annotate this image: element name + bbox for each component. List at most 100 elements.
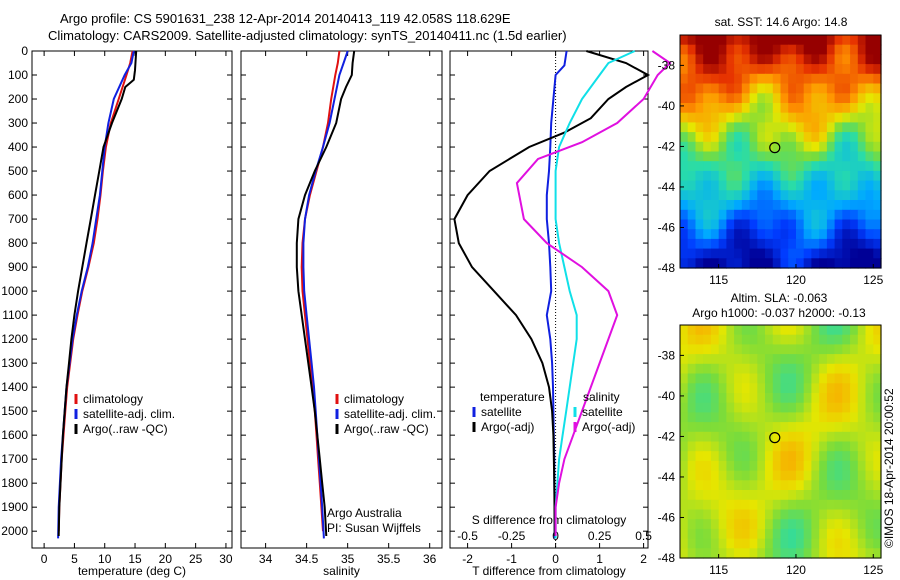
sla-map-cell [811,470,820,481]
sst-map-cell [749,170,758,182]
sla-map-cell [873,393,882,404]
sst-map-cell [780,209,789,221]
sla-map-cell [695,509,704,520]
sla-map-cell [796,383,805,394]
sla-map-cell [772,325,782,336]
sla-map-cell [780,354,789,365]
difference-salinity-legend-label: Argo(-adj) [582,420,635,434]
sla-map-cell [850,334,859,345]
sla-map-cell [695,363,704,375]
sst-map-cell [857,170,867,182]
sst-map-cell [826,93,836,104]
sst-map-cell [796,103,805,114]
sla-map-cell [826,412,836,423]
sla-map-cell [695,548,704,559]
sst-map-cell [780,238,789,250]
sla-map-cell [780,470,789,481]
sst-map-cell [865,64,874,75]
sla-map-cell [788,441,797,452]
sla-map-cell [826,519,836,530]
sla-map-cell [680,344,689,355]
temperature-ytick-label: 600 [8,188,28,202]
sla-map-cell [772,412,782,423]
sst-map-cell [873,151,882,162]
sla-map-cell [757,548,766,559]
sla-map-cell [796,548,805,559]
temperature-ytick-label: 700 [8,212,28,226]
sla-map-cell [842,334,851,345]
sst-map-ytick-label: -40 [658,99,676,113]
sla-map-cell [857,344,867,355]
sst-map-cell [811,229,820,240]
sst-map-cell [788,35,797,46]
sst-map-cell [826,44,836,55]
sla-map-cell [873,402,882,413]
sla-map-cell [796,490,805,501]
sst-map-cell [741,103,751,114]
sst-map-cell [850,122,859,133]
sst-map-cell [865,200,874,211]
sla-map-cell [850,470,859,481]
sst-map-cell [857,112,867,123]
sla-map-cell [687,451,696,462]
sst-map-cell [796,54,805,65]
sla-map-cell [741,354,751,365]
sst-map-cell [819,141,828,153]
sst-map-cell [796,180,805,191]
sla-map-cell [772,460,782,472]
difference-salinity-series-line [515,50,672,536]
sst-map-cell [765,122,774,133]
sla-map-cell [695,412,704,423]
sla-map-cell [710,422,720,433]
salinity-xtick-label: 36 [423,552,437,566]
sla-map-cell [734,509,743,520]
temperature-ytick-label: 1000 [1,284,28,298]
sst-map-cell [703,132,712,143]
sla-map-cell [826,325,836,336]
sst-map-cell [834,200,843,211]
sst-map-cell [803,64,812,75]
sla-map-cell [703,363,712,375]
sst-map-cell [710,180,720,191]
sst-map-cell [718,44,727,55]
difference-xtick-label: -2 [462,552,473,566]
temperature-ytick-label: 400 [8,140,28,154]
sla-map-cell [703,402,712,413]
sst-map-cell [826,209,836,221]
sst-map-cell [680,112,689,123]
sst-map-cell [842,35,851,46]
sst-map-cell [826,122,836,133]
sst-map-cell [780,93,789,104]
sla-map-cell [710,334,720,345]
sst-map-cell [734,64,743,75]
sla-map-cell [826,460,836,472]
sla-map-cell [734,422,743,433]
sla-map-cell [734,548,743,559]
sla-map-cell [873,509,882,520]
sla-map-cell [703,344,712,355]
difference-xtick-label: 1 [596,552,603,566]
sst-map-cell [695,73,704,85]
sla-map-cell [857,412,867,423]
sst-map-cell [718,122,727,133]
sla-map-cell [788,490,797,501]
sst-map-cell [873,44,882,55]
sla-map-ytick-label: -40 [658,389,676,403]
sst-map-cell [780,151,789,162]
sla-map-cell [873,431,882,443]
sla-map-cell [703,538,712,549]
sla-map-cell [726,441,735,452]
sla-map-cell [734,402,743,413]
sla-map-cell [780,373,789,384]
sst-map-cell [819,151,828,162]
sla-map-cell [680,451,689,462]
sla-map-cell [680,480,689,491]
sla-map-cell [819,460,828,472]
salinity-xlabel: salinity [323,564,360,578]
sst-map-cell [772,170,782,182]
sst-map-cell [803,122,812,133]
sst-map-cell [765,248,774,259]
sst-map-cell [772,258,782,269]
sla-map-cell [695,470,704,481]
sst-map-cell [734,258,743,269]
